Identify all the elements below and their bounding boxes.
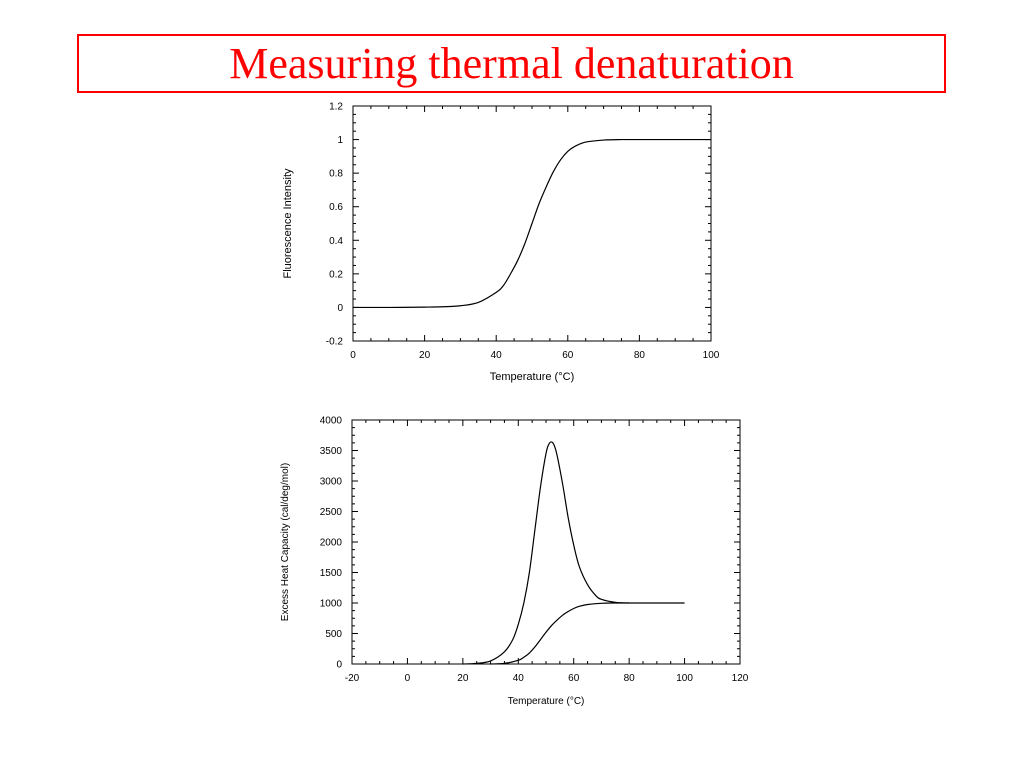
fluorescence-x-tick-label: 40 — [491, 350, 503, 361]
heat-capacity-series-line-2 — [490, 602, 685, 665]
fluorescence-x-tick-label: 20 — [419, 350, 431, 361]
heat-capacity-y-tick-label: 0 — [336, 660, 342, 671]
heat-capacity-x-tick-label: 40 — [513, 673, 525, 684]
heat-capacity-y-tick-label: 1000 — [320, 599, 343, 610]
heat-capacity-x-tick-label: 100 — [676, 673, 693, 684]
fluorescence-x-axis-label: Temperature (°C) — [490, 371, 574, 383]
fluorescence-x-tick-label: 0 — [350, 350, 356, 361]
fluorescence-y-tick-label: -0.2 — [326, 337, 344, 348]
fluorescence-y-tick-label: 0.6 — [329, 202, 343, 213]
heat-capacity-x-tick-label: -20 — [345, 673, 360, 684]
fluorescence-y-tick-label: 1.2 — [329, 102, 343, 113]
fluorescence-y-tick-label: 1 — [337, 135, 343, 146]
heat-capacity-y-tick-label: 4000 — [320, 416, 343, 427]
fluorescence-y-tick-label: 0.4 — [329, 236, 343, 247]
fluorescence-y-axis-label: Fluorescence Intensity — [282, 168, 294, 279]
fluorescence-x-tick-label: 80 — [634, 350, 646, 361]
heat-capacity-x-tick-label: 120 — [732, 673, 749, 684]
heat-capacity-x-tick-label: 80 — [624, 673, 636, 684]
heat-capacity-y-axis-label: Excess Heat Capacity (cal/deg/mol) — [280, 463, 291, 621]
heat-capacity-y-tick-label: 1500 — [320, 568, 343, 579]
fluorescence-x-tick-label: 100 — [703, 350, 720, 361]
heat-capacity-y-tick-label: 500 — [325, 629, 342, 640]
heat-capacity-y-tick-label: 3000 — [320, 477, 343, 488]
heat-capacity-series-line-1 — [462, 441, 630, 665]
heat-capacity-x-tick-label: 20 — [457, 673, 469, 684]
heat-capacity-y-tick-label: 2000 — [320, 538, 343, 549]
slide-title: Measuring thermal denaturation — [229, 38, 794, 88]
fluorescence-y-tick-label: 0.2 — [329, 269, 343, 280]
fluorescence-y-tick-label: 0.8 — [329, 169, 343, 180]
fluorescence-y-tick-label: 0 — [337, 303, 343, 314]
heat-capacity-y-tick-label: 2500 — [320, 507, 343, 518]
heat-capacity-y-tick-label: 3500 — [320, 446, 343, 457]
fluorescence-series-line-1 — [352, 138, 711, 309]
heat-capacity-x-tick-label: 60 — [568, 673, 580, 684]
fluorescence-x-tick-label: 60 — [562, 350, 574, 361]
heat-capacity-x-axis-label: Temperature (°C) — [508, 696, 585, 707]
heat-capacity-x-tick-label: 0 — [405, 673, 411, 684]
title-box: Measuring thermal denaturation — [77, 34, 946, 93]
